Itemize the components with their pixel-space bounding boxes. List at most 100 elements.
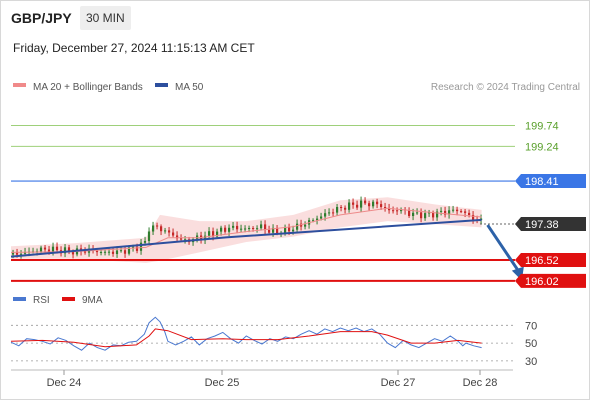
candle-body [83, 251, 87, 253]
candle-body [39, 247, 43, 252]
candle-body [332, 212, 335, 214]
candle-body [156, 225, 159, 227]
candle-body [432, 212, 435, 218]
main-legend: MA 20 + Bollinger Bands MA 50 Research ©… [13, 82, 580, 93]
candle-body [43, 247, 47, 250]
candle-body [468, 212, 471, 215]
candle-body [268, 229, 271, 233]
candle-body [220, 227, 223, 232]
resistance-label-1: 199.74 [525, 121, 559, 133]
candle-body [328, 212, 331, 214]
candle-body [324, 213, 327, 217]
candle-body [400, 209, 403, 212]
candle-body [252, 228, 255, 229]
candle-body [67, 247, 71, 252]
support-2-tag [515, 273, 586, 288]
candle-body [152, 225, 155, 232]
candle-body [356, 204, 359, 208]
candle-body [111, 251, 115, 254]
timeframe-badge[interactable]: 30 MIN [80, 6, 131, 30]
x-tick-label: Dec 27 [381, 377, 416, 389]
candle-body [372, 201, 375, 207]
candle-body [364, 200, 367, 204]
candle-body [131, 246, 135, 248]
rsi-legend-label: RSI [33, 295, 50, 306]
candle-body [424, 213, 427, 219]
ma50-legend-label: MA 50 [175, 82, 204, 93]
candle-body [248, 228, 251, 229]
bollinger-band-area [11, 197, 482, 263]
current-price-tag [515, 217, 586, 232]
candle-body [380, 204, 383, 207]
candle-body [147, 231, 151, 241]
candle-body [312, 220, 315, 222]
ma9-legend-label: 9MA [82, 295, 103, 306]
candle-body [208, 231, 211, 236]
candle-body [376, 201, 379, 205]
candle-body [296, 223, 299, 230]
ma20-legend-swatch [13, 83, 26, 87]
candle-body [176, 235, 179, 239]
candle-body [204, 235, 207, 241]
candle-body [276, 227, 279, 233]
candle-body [99, 252, 103, 253]
candle-body [19, 253, 23, 255]
chart-header: GBP/JPY 30 MIN [0, 0, 590, 38]
candle-body [460, 211, 463, 213]
candle-body [456, 209, 459, 212]
candle-body [228, 227, 231, 232]
candle-body [212, 231, 215, 237]
bollinger-band [11, 197, 482, 263]
candle-body [352, 202, 355, 205]
candle-body [384, 207, 387, 208]
candle-body [180, 238, 183, 240]
x-tick-label: Dec 28 [463, 377, 498, 389]
ma9-legend-swatch [62, 297, 75, 301]
candle-body [412, 212, 415, 216]
credit-text: Research © 2024 Trading Central [431, 82, 580, 93]
candle-body [264, 224, 267, 230]
candle-body [472, 215, 475, 220]
candle-body [444, 210, 447, 215]
support-2-label: 196.02 [525, 276, 559, 288]
rsi-tick-label-50: 50 [525, 338, 537, 350]
candle-body [452, 209, 455, 211]
candle-body [340, 207, 343, 208]
candle-body [224, 227, 227, 232]
candle-body [316, 218, 319, 221]
candle-body [428, 212, 431, 214]
candle-body [160, 226, 163, 232]
candle-body [63, 247, 67, 254]
chart-timestamp: Friday, December 27, 2024 11:15:13 AM CE… [13, 41, 255, 55]
candle-body [135, 246, 139, 251]
candle-body [139, 242, 143, 251]
candle-body [436, 211, 439, 218]
candle-body [23, 252, 27, 254]
rsi-ma9-line [10, 328, 482, 348]
candle-body [244, 228, 247, 230]
candle-body [216, 231, 219, 237]
rsi-panel: 70 50 30 [10, 316, 537, 368]
candle-body [47, 249, 51, 252]
candle-body [448, 210, 451, 215]
rsi-tick-label-70: 70 [525, 320, 537, 332]
rsi-line [10, 316, 482, 351]
candle-body [416, 212, 419, 214]
candle-body [119, 250, 123, 252]
candle-body [440, 210, 443, 212]
candle-body [396, 210, 399, 212]
candle-body [348, 202, 351, 210]
candle-body [292, 229, 295, 232]
resistance-label-2: 199.24 [525, 141, 559, 153]
candle-body [392, 210, 395, 212]
instrument-symbol: GBP/JPY [11, 10, 72, 26]
candle-body [168, 230, 171, 233]
candle-body [260, 224, 263, 229]
candle-body [388, 208, 391, 211]
candle-body [284, 227, 287, 233]
support-1-label: 196.52 [525, 255, 559, 267]
candle-body [51, 246, 55, 252]
support-1-tag [515, 252, 586, 267]
